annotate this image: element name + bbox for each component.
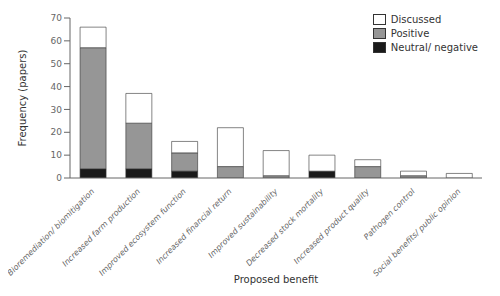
svg-text:40: 40 xyxy=(51,82,63,92)
svg-text:Proposed benefit: Proposed benefit xyxy=(234,274,319,285)
svg-text:10: 10 xyxy=(51,150,63,160)
html-text:Neutral/ negative: Neutral/ negative xyxy=(390,42,478,53)
svg-text:20: 20 xyxy=(51,127,63,137)
html-text:Discussed: Discussed xyxy=(390,14,442,25)
svg-text:50: 50 xyxy=(51,59,63,69)
svg-text:Increased financial return: Increased financial return xyxy=(154,187,233,266)
svg-text:70: 70 xyxy=(51,13,63,23)
svg-text:Improved sustainability: Improved sustainability xyxy=(206,187,280,260)
svg-text:60: 60 xyxy=(51,36,63,46)
svg-text:Frequency (papers): Frequency (papers) xyxy=(17,49,28,146)
svg-text:Decreased stock mortality: Decreased stock mortality xyxy=(244,187,325,268)
svg-text:Increased product quality: Increased product quality xyxy=(292,187,371,266)
svg-text:Social benefits/ public opinio: Social benefits/ public opinion xyxy=(371,187,462,278)
svg-text:Increased farm production: Increased farm production xyxy=(61,187,142,268)
svg-text:30: 30 xyxy=(51,105,63,115)
svg-text:Improved ecosystem function: Improved ecosystem function xyxy=(97,187,188,278)
html-text:Positive: Positive xyxy=(390,28,430,39)
svg-text:Pathogen control: Pathogen control xyxy=(362,187,417,242)
svg-text:Bioremediation/ biomitigation: Bioremediation/ biomitigation xyxy=(8,187,96,278)
svg-text:0: 0 xyxy=(56,173,62,183)
